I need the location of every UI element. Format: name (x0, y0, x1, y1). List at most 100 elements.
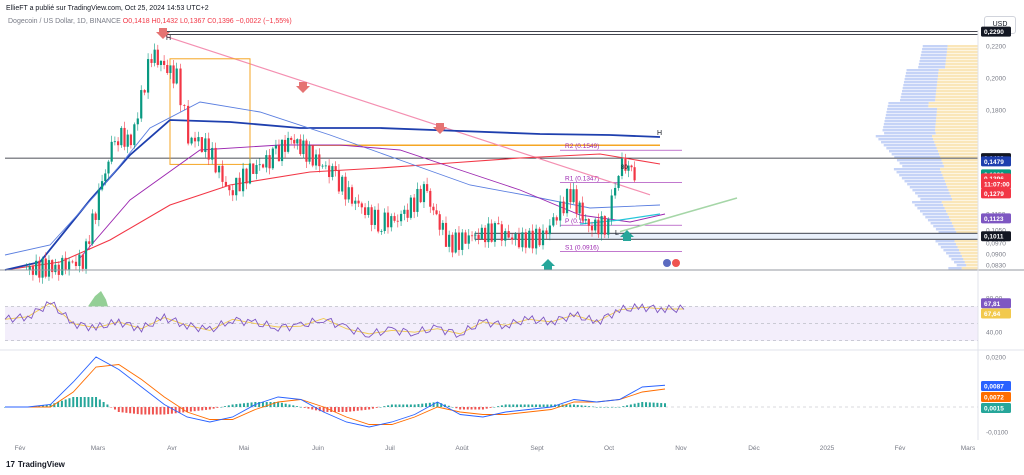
candle-body (107, 161, 110, 174)
macd-histogram-bar (432, 402, 435, 407)
volume-profile-bar (886, 147, 937, 150)
macd-histogram-bar (406, 404, 409, 407)
candle-body (373, 209, 377, 225)
macd-histogram-bar (280, 402, 283, 407)
volume-profile-bar (922, 213, 948, 216)
candle-body (548, 225, 551, 235)
volume-profile-bar (941, 171, 978, 174)
annotation-h: H (166, 35, 171, 42)
macd-histogram-bar (296, 406, 299, 407)
candle-body (559, 201, 562, 221)
candle-body (426, 184, 429, 191)
macd-histogram-bar (375, 407, 378, 408)
volume-profile-bar (949, 216, 978, 219)
volume-profile-bar (950, 195, 978, 198)
volume-profile-bar (889, 150, 938, 153)
macd-histogram-bar (576, 404, 579, 407)
macd-histogram-bar (261, 402, 264, 407)
candle-body (136, 118, 139, 125)
volume-profile-bar (946, 57, 978, 60)
volume-profile-bar (948, 189, 978, 192)
candle-body (587, 219, 590, 226)
candle-body (211, 147, 214, 160)
macd-histogram-bar (428, 402, 431, 407)
macd-histogram-bar (413, 404, 416, 407)
macd-histogram-bar (519, 404, 522, 407)
candle-body (451, 234, 454, 253)
volume-profile-bar (937, 81, 978, 84)
candle-body (51, 260, 54, 273)
candle-body (328, 165, 331, 178)
volume-profile-bar (938, 231, 957, 234)
volume-profile-bar (906, 69, 939, 72)
candle-body (100, 181, 104, 190)
macd-histogram-bar (167, 407, 170, 415)
volume-profile-bar (919, 60, 946, 63)
volume-profile-bar (944, 207, 978, 210)
candle-body (531, 230, 534, 249)
price-pane: R2 (0.1549) R1 (0.1347) P (0.1) S1 (0.0916)… (4, 28, 979, 284)
candle-body (344, 176, 347, 200)
volume-profile-bar (884, 120, 936, 123)
candle-body (258, 164, 261, 166)
volume-profile-bar (961, 255, 978, 258)
price-tick-label: 0,2000 (986, 76, 1006, 83)
candle-body (159, 60, 163, 65)
price-tick-label: 0,0970 (986, 240, 1006, 247)
macd-histogram-bar (398, 404, 401, 407)
candle-body (565, 189, 569, 214)
volume-profile-bar (912, 189, 949, 192)
volume-profile-bar (937, 150, 978, 153)
macd-histogram-bar (326, 407, 329, 412)
volume-profile-bar (948, 267, 962, 270)
candle-body (607, 219, 610, 235)
candle-body (552, 217, 555, 226)
candle-body (497, 223, 500, 225)
volume-profile-bar (946, 51, 978, 54)
macd-histogram-bar (110, 407, 113, 408)
price-label-text: 0,2290 (984, 29, 1004, 36)
candle-body (600, 216, 603, 235)
candle-body (47, 260, 51, 277)
volume-profile-bar (914, 204, 944, 207)
macd-histogram-bar (626, 405, 629, 407)
time-tick-label: Juil (385, 445, 395, 452)
macd-histogram-bar (273, 402, 276, 407)
macd-histogram-bar (330, 407, 333, 412)
volume-profile-bar (942, 174, 978, 177)
volume-profile-bar (881, 141, 935, 144)
pivot-level-label: R2 (0.1549) (565, 143, 599, 150)
candle-body (521, 232, 524, 248)
macd-histogram-bar (334, 407, 336, 412)
candle-body (104, 173, 107, 182)
macd-histogram-bar (383, 406, 386, 407)
volume-profile-bar (909, 186, 948, 189)
macd-histogram-bar (546, 404, 549, 407)
rsi-value-box (981, 308, 1011, 319)
macd-histogram-bar (242, 403, 245, 407)
candle-body (457, 232, 461, 250)
candle-body (113, 141, 116, 143)
volume-profile-bar (899, 162, 943, 165)
macd-histogram-bar (148, 407, 151, 415)
volume-profile-bar (947, 186, 978, 189)
macd-histogram-bar (557, 404, 560, 407)
candle-body (399, 213, 403, 222)
candle-body (238, 177, 241, 192)
candle-body (207, 138, 210, 160)
volume-profile-bar (905, 72, 939, 75)
volume-profile-bar (946, 210, 978, 213)
volume-profile-bar (900, 99, 936, 102)
macd-histogram-bar (212, 407, 215, 409)
candle-body (150, 59, 153, 63)
macd-histogram-bar (277, 402, 280, 407)
pivot-level-label: S1 (0.0916) (565, 244, 599, 251)
macd-pane (4, 356, 978, 428)
candle-body (252, 163, 255, 174)
macd-value-text: 0,0072 (984, 395, 1004, 402)
candle-body (28, 266, 31, 270)
volume-profile-bar (902, 87, 937, 90)
volume-profile-bar (942, 162, 978, 165)
macd-histogram-bar (550, 404, 553, 407)
